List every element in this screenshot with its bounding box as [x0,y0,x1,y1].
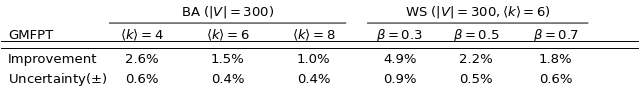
Text: $\langle k\rangle = 8$: $\langle k\rangle = 8$ [292,28,335,43]
Text: 1.5%: 1.5% [211,53,244,66]
Text: 2.2%: 2.2% [460,53,493,66]
Text: 4.9%: 4.9% [383,53,417,66]
Text: 1.0%: 1.0% [297,53,330,66]
Text: BA ($|V| = 300$): BA ($|V| = 300$) [181,4,274,20]
Text: 2.6%: 2.6% [125,53,158,66]
Text: WS ($|V| = 300, \langle k\rangle = 6$): WS ($|V| = 300, \langle k\rangle = 6$) [404,4,550,20]
Text: GMFPT: GMFPT [8,29,53,42]
Text: 0.9%: 0.9% [383,73,417,86]
Text: $\beta = 0.3$: $\beta = 0.3$ [376,27,423,44]
Text: $\beta = 0.5$: $\beta = 0.5$ [452,27,499,44]
Text: 0.6%: 0.6% [125,73,158,86]
Text: 0.6%: 0.6% [539,73,573,86]
Text: $\langle k\rangle = 6$: $\langle k\rangle = 6$ [205,28,250,43]
Text: $\beta = 0.7$: $\beta = 0.7$ [533,27,579,44]
Text: 0.4%: 0.4% [297,73,330,86]
Text: 0.4%: 0.4% [211,73,244,86]
Text: Improvement: Improvement [8,53,97,66]
Text: 1.8%: 1.8% [539,53,573,66]
Text: $\langle k\rangle = 4$: $\langle k\rangle = 4$ [120,28,164,43]
Text: Uncertainty($\pm$): Uncertainty($\pm$) [8,71,108,88]
Text: 0.5%: 0.5% [460,73,493,86]
